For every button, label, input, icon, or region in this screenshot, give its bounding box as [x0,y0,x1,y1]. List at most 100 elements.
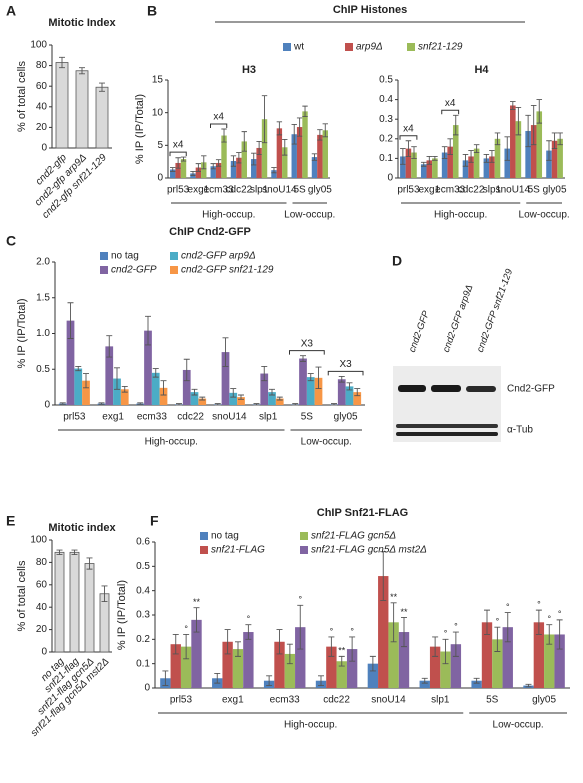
bracket [441,109,460,115]
x-tick-label: snoU14 [496,185,531,196]
y-tick-label: 0.3 [379,114,393,125]
bar [120,389,129,405]
bar [337,379,346,405]
bar [191,619,202,688]
y-tick-label: 0.5 [379,75,393,86]
y-tick-label: 100 [30,40,47,51]
y-tick-label: 20 [36,624,48,635]
error-bar [297,604,304,650]
bracket [399,135,418,140]
group-label: Low-occup. [519,210,570,221]
bar [275,398,284,405]
error-bar [276,396,283,401]
chart-title: Mitotic index [48,522,116,534]
x-tick-label: slp1 [250,185,269,196]
bar [483,158,490,178]
y-tick-label: 5 [157,140,163,151]
bar [336,661,347,688]
error-bar [468,150,474,163]
bar [481,622,493,688]
y-axis-label: % IP (IP/Total) [16,298,28,368]
bar [411,152,417,178]
bar [151,372,160,405]
bar [66,320,75,405]
bar [419,680,430,688]
error-bar [551,132,558,150]
legend-swatch [170,266,178,274]
x-tick-label: slp1 [259,412,278,423]
bracket [210,123,228,128]
bar [314,377,323,405]
bar [326,646,337,688]
error-bar [183,358,190,382]
x-tick-label: exg1 [102,412,124,423]
bar [180,646,192,688]
y-tick-label: 0 [157,173,163,184]
bracket-label: X3 [340,359,353,370]
bar [429,646,441,688]
error-bar [59,402,66,405]
error-bar [557,132,563,146]
bar [440,651,451,688]
bar [241,141,247,178]
bar [113,378,121,405]
legend-label: wt [293,42,304,53]
error-bar [291,123,297,145]
bar [195,167,202,178]
bar [441,152,448,178]
significance-marker: ° [537,600,541,610]
bar [175,162,181,178]
y-tick-label: 0.2 [136,634,150,645]
error-bar [411,146,417,159]
error-bar [269,388,275,396]
error-bar [400,148,406,165]
error-bar [256,140,262,155]
error-bar [426,155,433,165]
error-bar [261,365,268,382]
error-bar [473,677,480,684]
error-bar [99,82,105,92]
legend-swatch [170,252,178,260]
bar [492,639,503,688]
significance-marker: ° [247,614,251,624]
bar [232,649,244,688]
bar [190,392,199,405]
y-tick-label: 15 [152,75,164,86]
error-bar [162,670,169,687]
band [466,386,496,392]
bar [222,641,233,688]
bracket [327,370,364,376]
lane-label: cnd2-GFP snf21-129 [475,267,516,354]
error-bar [121,385,128,393]
bar [353,392,362,405]
x-tick-label: gly05 [543,185,567,196]
bar [317,134,323,178]
significance-marker: ** [400,607,408,617]
error-bar [452,114,459,136]
bar [182,369,191,405]
error-bar [515,106,522,136]
x-tick-label: snoU14 [371,695,406,706]
bar [525,130,531,178]
error-bar [236,152,242,164]
group-label: High-occup. [434,210,487,221]
group-label: High-occup. [202,210,255,221]
bar [322,130,328,178]
bracket-label: X3 [301,338,314,349]
error-bar [432,636,439,657]
bar [201,162,207,178]
bar [346,649,358,688]
error-bar [296,117,303,137]
figure-title: ChIP Histones [333,4,407,16]
legend-swatch [100,266,108,274]
error-bar [214,672,221,684]
error-bar [195,163,202,172]
bar [388,622,399,688]
significance-marker: ° [330,626,334,636]
y-tick-label: 0.5 [136,561,150,572]
bar [489,156,495,178]
bar [432,158,438,178]
x-tick-label: gly05 [532,695,556,706]
bar [515,121,522,178]
